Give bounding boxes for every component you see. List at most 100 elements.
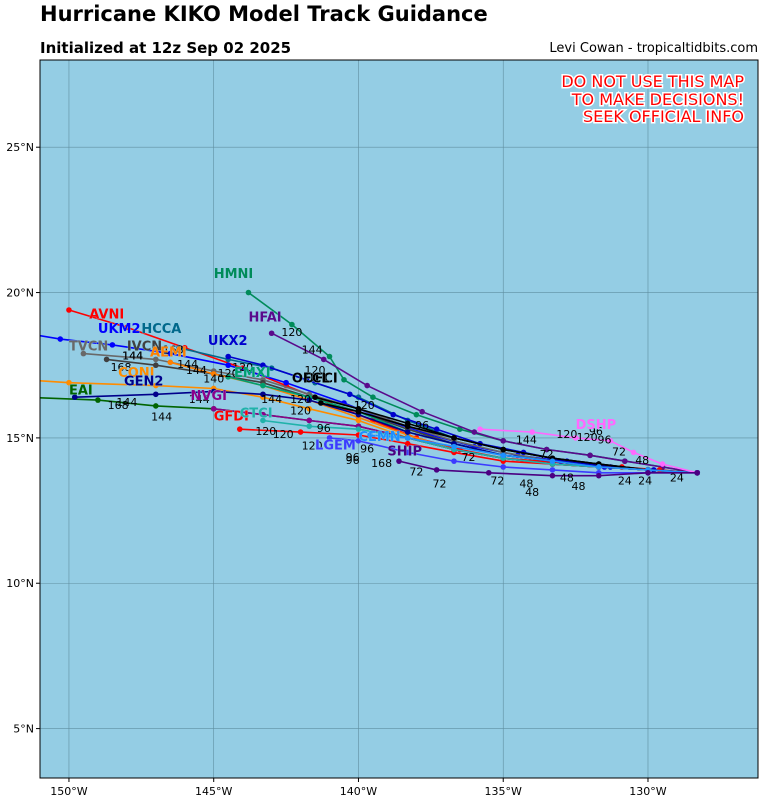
forecast-hour-label: 72 <box>490 474 504 487</box>
track-point <box>260 417 266 424</box>
model-label-lgem: LGEM <box>315 439 356 454</box>
track-point <box>23 394 29 400</box>
track-point <box>587 452 593 459</box>
track-point <box>303 376 310 383</box>
track-point <box>572 435 579 441</box>
track-point <box>404 429 411 435</box>
track-point <box>176 344 182 351</box>
track-point <box>404 440 411 447</box>
forecast-hour-label: 48 <box>560 471 574 484</box>
track-point <box>260 362 266 369</box>
track-point <box>23 330 29 336</box>
forecast-hour-label: 168 <box>111 361 132 374</box>
forecast-hour-label: 96 <box>415 419 429 432</box>
track-ship <box>396 458 701 479</box>
forecast-hour-label: 144 <box>516 434 537 447</box>
track-point <box>433 426 440 432</box>
track-point <box>320 356 327 363</box>
track-lgem <box>326 435 701 476</box>
track-point <box>500 446 507 453</box>
forecast-hour-label: 96 <box>317 422 331 435</box>
lon-tick-label: 140°W <box>340 785 377 798</box>
forecast-hour-label: 24 <box>670 471 684 484</box>
track-point <box>404 423 411 430</box>
track-point <box>66 307 72 313</box>
track-point <box>622 458 628 464</box>
track-point <box>645 469 651 476</box>
model-label-tvcn: TVCN <box>69 340 108 355</box>
forecast-hour-label: 48 <box>635 454 649 467</box>
model-label-ukm2: UKM2 <box>98 322 141 337</box>
forecast-hour-label: 24 <box>638 474 652 487</box>
model-label-hcca: HCCA <box>141 322 181 337</box>
track-point <box>549 467 556 473</box>
track-point <box>529 429 535 435</box>
track-point <box>355 438 362 444</box>
track-point <box>471 429 478 435</box>
forecast-hour-label: 144 <box>177 358 198 371</box>
lat-tick-label: 5°N <box>13 723 34 736</box>
model-label-emxi: EMXI <box>234 366 271 381</box>
model-label-ivcn: IVCN <box>127 340 162 355</box>
model-label-ofcl: OFCL <box>292 372 330 387</box>
track-point <box>210 406 217 412</box>
model-label-ukx2: UKX2 <box>208 334 248 349</box>
warning-line-1: DO NOT USE THIS MAP <box>561 72 744 91</box>
model-tracks <box>23 289 701 479</box>
model-label-aemi: AEMI <box>150 346 187 361</box>
model-label-ctci: CTCI <box>240 407 273 422</box>
track-point <box>283 379 289 386</box>
track-point <box>595 464 602 470</box>
lon-tick-label: 150°W <box>50 785 87 798</box>
track-point <box>260 391 266 398</box>
forecast-hour-label: 120 <box>255 425 276 438</box>
model-label-gfdi: GFDI <box>214 409 249 424</box>
track-point <box>595 472 602 479</box>
track-point <box>289 321 295 328</box>
track-point <box>124 324 130 331</box>
forecast-hour-label: 48 <box>519 477 533 490</box>
forecast-hour-label: 96 <box>589 425 603 438</box>
model-label-hfai: HFAI <box>248 311 281 326</box>
forecast-hour-label: 168 <box>108 399 129 412</box>
track-point <box>57 336 64 342</box>
forecast-hour-label: 24 <box>618 474 632 487</box>
warning-line-3: SEEK OFFICIAL INFO <box>583 107 744 126</box>
model-label-gen2: GEN2 <box>124 375 163 390</box>
model-label-avni: AVNI <box>89 308 124 323</box>
track-point <box>103 356 110 363</box>
track-point <box>413 411 420 418</box>
warning-box: DO NOT USE THIS MAP TO MAKE DECISIONS! S… <box>560 71 746 128</box>
track-point <box>109 342 116 348</box>
track-point <box>306 406 313 412</box>
track-point <box>396 458 402 464</box>
forecast-hour-label: 144 <box>302 344 323 357</box>
track-point <box>607 438 614 444</box>
track-point <box>451 458 457 464</box>
track-point <box>451 435 457 441</box>
forecast-hour-label: 96 <box>360 442 374 455</box>
track-point <box>153 356 159 363</box>
forecast-hour-label: 72 <box>409 466 423 479</box>
track-point <box>245 289 252 296</box>
forecast-hour-label: 120 <box>273 428 294 441</box>
track-point <box>543 446 550 453</box>
lon-tick-label: 135°W <box>485 785 522 798</box>
track-point <box>225 353 231 360</box>
credit-text: Levi Cowan - tropicaltidbits.com <box>549 41 758 56</box>
model-label-cemn: CEMN <box>358 430 400 445</box>
track-point <box>167 350 174 357</box>
forecast-hour-label: 120 <box>290 393 311 406</box>
model-label-hmni: HMNI <box>214 267 254 282</box>
track-point <box>355 408 362 415</box>
ocean-background <box>40 60 758 778</box>
forecast-hour-label: 120 <box>305 364 326 377</box>
forecast-hour-label: 144 <box>122 349 143 362</box>
track-point <box>367 432 373 438</box>
model-label-ofci: OFCI <box>303 372 337 387</box>
track-point <box>346 391 353 398</box>
track-point <box>153 391 159 398</box>
forecast-hour-label: 144 <box>261 393 282 406</box>
